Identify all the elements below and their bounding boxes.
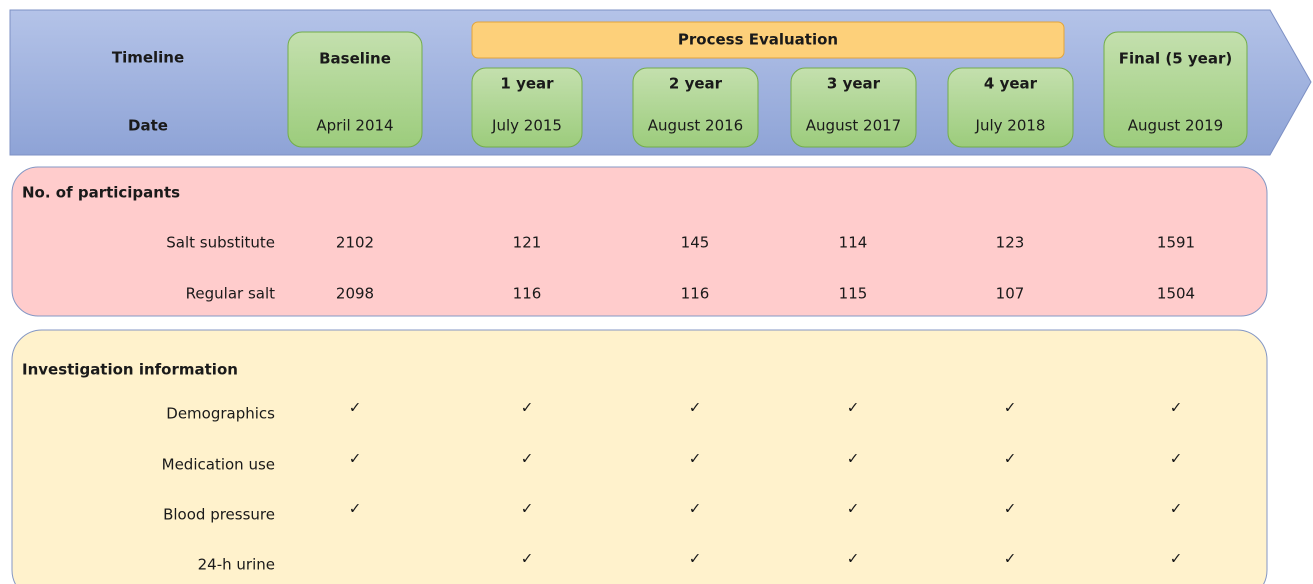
- row-label: Regular salt: [186, 285, 275, 303]
- investigation-panel: [11, 329, 1268, 584]
- check: ✓: [1170, 399, 1183, 417]
- check: ✓: [1004, 399, 1017, 417]
- stage-label: 2 year: [669, 75, 723, 93]
- check: ✓: [1004, 550, 1017, 568]
- stage-box: [1103, 31, 1248, 148]
- check: ✓: [1004, 450, 1017, 468]
- check: ✓: [521, 399, 534, 417]
- check: ✓: [521, 450, 534, 468]
- stage-box: [632, 67, 759, 148]
- participants-title: No. of participants: [22, 184, 180, 202]
- stage-label: Final (5 year): [1119, 50, 1232, 68]
- participant-count: 145: [681, 234, 710, 252]
- participant-count: 2102: [336, 234, 374, 252]
- participant-count: 121: [513, 234, 542, 252]
- process-bar: [471, 21, 1065, 59]
- check: ✓: [689, 399, 702, 417]
- check: ✓: [1170, 550, 1183, 568]
- check: ✓: [349, 500, 362, 518]
- process-label: Process Evaluation: [678, 31, 838, 49]
- participants-panel: [11, 166, 1268, 317]
- check: ✓: [847, 399, 860, 417]
- check: ✓: [689, 550, 702, 568]
- check: ✓: [689, 450, 702, 468]
- check: ✓: [1170, 450, 1183, 468]
- stage-date: August 2019: [1128, 117, 1223, 135]
- check: ✓: [847, 500, 860, 518]
- check: ✓: [1170, 500, 1183, 518]
- stage-date: August 2017: [806, 117, 901, 135]
- check: ✓: [689, 500, 702, 518]
- check: ✓: [349, 399, 362, 417]
- stage-date: July 2015: [491, 117, 562, 135]
- stage-date: July 2018: [975, 117, 1046, 135]
- participant-count: 116: [513, 285, 542, 303]
- participant-count: 2098: [336, 285, 374, 303]
- participant-count: 123: [996, 234, 1025, 252]
- row-label: Demographics: [166, 405, 275, 423]
- stage-label: 4 year: [984, 75, 1038, 93]
- participant-count: 107: [996, 285, 1025, 303]
- stage-box: [287, 31, 423, 148]
- check: ✓: [349, 450, 362, 468]
- row-label: Salt substitute: [166, 234, 275, 252]
- check: ✓: [521, 550, 534, 568]
- investigation-title: Investigation information: [22, 361, 238, 379]
- check: ✓: [847, 450, 860, 468]
- participant-count: 1504: [1157, 285, 1195, 303]
- participant-count: 114: [839, 234, 868, 252]
- stage-label: Baseline: [319, 50, 391, 68]
- date-label: Date: [128, 117, 168, 135]
- row-label: Blood pressure: [163, 506, 275, 524]
- stage-label: 1 year: [500, 75, 554, 93]
- stage-box: [947, 67, 1074, 148]
- participant-count: 1591: [1157, 234, 1195, 252]
- row-label: 24-h urine: [198, 556, 275, 574]
- timeline-label: Timeline: [112, 49, 184, 67]
- check: ✓: [1004, 500, 1017, 518]
- stage-label: 3 year: [827, 75, 881, 93]
- check: ✓: [521, 500, 534, 518]
- check: ✓: [847, 550, 860, 568]
- participant-count: 115: [839, 285, 868, 303]
- stage-box: [471, 67, 583, 148]
- participant-count: 116: [681, 285, 710, 303]
- stage-box: [790, 67, 917, 148]
- row-label: Medication use: [162, 456, 275, 474]
- stage-date: August 2016: [648, 117, 743, 135]
- stage-date: April 2014: [316, 117, 393, 135]
